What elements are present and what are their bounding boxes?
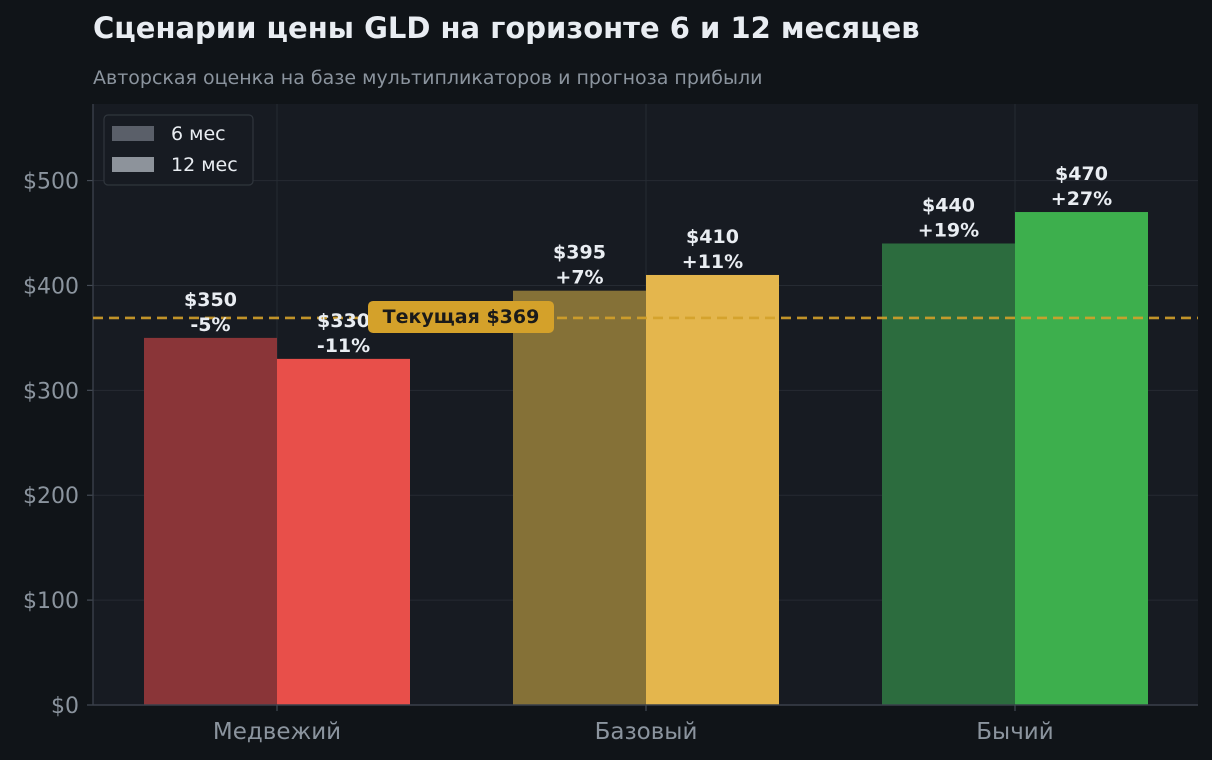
legend-label: 6 мес: [171, 123, 226, 145]
bar-layer: [144, 212, 1148, 706]
x-tick-label: Бычий: [976, 719, 1053, 745]
legend: 6 мес 12 мес: [103, 114, 254, 186]
legend-swatch: [112, 126, 154, 141]
chart-title: Сценарии цены GLD на горизонте 6 и 12 ме…: [93, 11, 920, 45]
bar-value-label: $470 +27%: [1051, 163, 1112, 210]
bar: [882, 243, 1015, 705]
chart-subtitle: Авторская оценка на базе мультипликаторо…: [93, 67, 763, 89]
y-tick-label: $0: [51, 694, 79, 719]
x-tick-label: Медвежий: [213, 719, 341, 745]
bar-value-label: $330 -11%: [317, 310, 370, 357]
legend-swatch: [112, 157, 154, 172]
y-tick-label: $100: [23, 589, 79, 614]
bar: [513, 290, 646, 705]
bar: [1015, 212, 1148, 706]
y-tick-label: $200: [23, 484, 79, 509]
legend-label: 12 мес: [171, 154, 238, 176]
axis-layer: $0 $100 $200 $300 $400 $500 Медвежий Базовый Быч…: [23, 104, 1198, 745]
y-tick-label: $400: [23, 274, 79, 299]
bar-value-label: $440 +19%: [918, 194, 979, 241]
y-tick-label: $300: [23, 379, 79, 404]
current-price-label: Текущая $369: [383, 306, 540, 328]
y-tick-label: $500: [23, 170, 79, 195]
bar-value-label: $410 +11%: [682, 226, 743, 273]
current-price-label-box: [368, 300, 554, 333]
bar-value-label: $350 -5%: [184, 289, 237, 336]
bar: [144, 337, 277, 705]
bar: [646, 274, 779, 705]
bar-value-label: $395 +7%: [553, 242, 606, 289]
bar-label-layer: $350 -5% $330 -11% $395 +7% $410 +11% $440 +19% $4…: [184, 163, 1112, 357]
bar: [277, 358, 410, 705]
x-tick-label: Базовый: [595, 719, 698, 745]
